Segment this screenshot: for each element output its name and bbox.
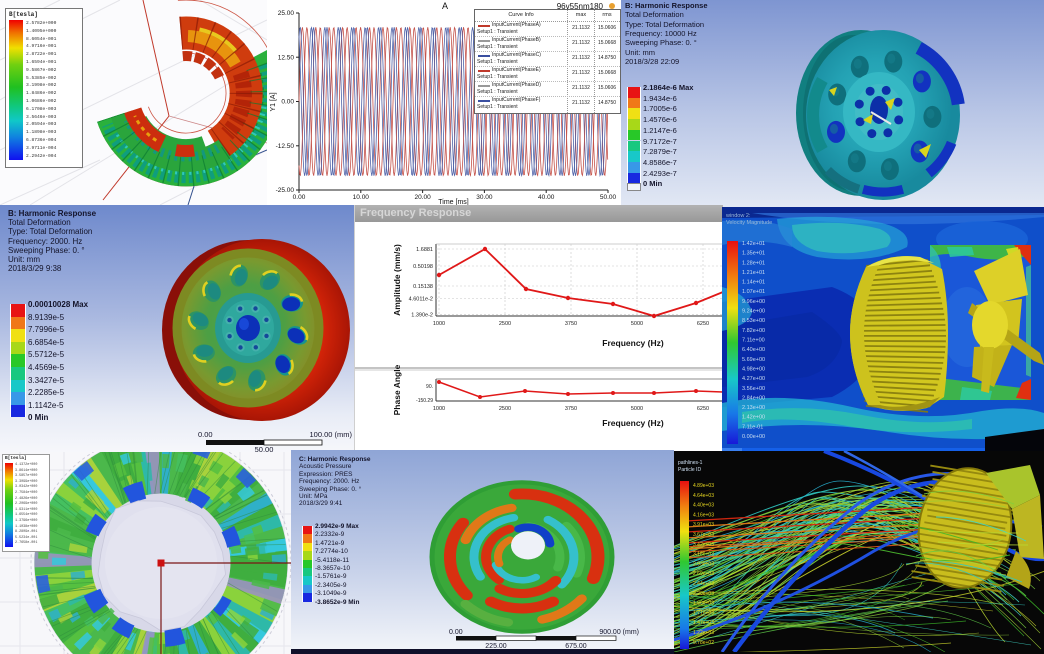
svg-text:4.16e+03: 4.16e+03 (693, 512, 714, 518)
svg-text:8.53e+00: 8.53e+00 (742, 318, 765, 324)
svg-text:2500: 2500 (499, 321, 511, 327)
svg-text:Y1 [A]: Y1 [A] (270, 92, 277, 111)
svg-text:40.00: 40.00 (538, 194, 555, 201)
svg-text:96v55nm180: 96v55nm180 (557, 2, 604, 11)
svg-text:Amplitude (mm/s): Amplitude (mm/s) (392, 244, 402, 316)
svg-text:0.00: 0.00 (198, 430, 213, 439)
svg-text:50.00: 50.00 (255, 445, 274, 452)
svg-text:50.00: 50.00 (600, 194, 617, 201)
svg-text:0.00e+00: 0.00e+00 (742, 434, 765, 440)
svg-text:Frequency (Hz): Frequency (Hz) (602, 338, 664, 348)
svg-text:2.20e+03: 2.20e+03 (693, 591, 714, 597)
svg-text:6250: 6250 (697, 406, 709, 412)
svg-text:1.22e+03: 1.22e+03 (693, 630, 714, 636)
svg-text:10.00: 10.00 (353, 194, 370, 201)
svg-text:1.35e+01: 1.35e+01 (742, 251, 765, 257)
svg-text:1000: 1000 (433, 406, 445, 412)
svg-text:1.96e+03: 1.96e+03 (693, 601, 714, 607)
svg-text:-25.00: -25.00 (276, 187, 295, 194)
svg-text:12.50: 12.50 (278, 55, 295, 62)
svg-text:-12.50: -12.50 (276, 143, 295, 150)
svg-text:9.78e+02: 9.78e+02 (693, 640, 714, 646)
svg-text:1.28e+01: 1.28e+01 (742, 260, 765, 266)
svg-text:window 2:: window 2: (725, 213, 751, 219)
svg-text:90.: 90. (426, 384, 433, 390)
svg-text:2.93e+03: 2.93e+03 (693, 561, 714, 567)
svg-text:4.40e+03: 4.40e+03 (693, 503, 714, 509)
svg-text:900.00 (mm): 900.00 (mm) (599, 629, 639, 636)
svg-text:5000: 5000 (631, 321, 643, 327)
svg-text:Phase Angle: Phase Angle (392, 364, 402, 415)
svg-text:6.40e+00: 6.40e+00 (742, 347, 765, 353)
svg-text:2.84e+00: 2.84e+00 (742, 395, 765, 401)
svg-text:3.42e+03: 3.42e+03 (693, 542, 714, 548)
svg-text:3750: 3750 (565, 321, 577, 327)
svg-text:30.00: 30.00 (476, 194, 493, 201)
svg-text:1.21e+01: 1.21e+01 (742, 270, 765, 276)
svg-text:Velocity Magnitude: Velocity Magnitude (726, 220, 772, 226)
svg-text:0.00: 0.00 (293, 194, 306, 201)
svg-text:1.71e+03: 1.71e+03 (693, 610, 714, 616)
svg-text:2.13e+00: 2.13e+00 (742, 405, 765, 411)
svg-text:2500: 2500 (499, 406, 511, 412)
svg-text:3.67e+03: 3.67e+03 (693, 532, 714, 538)
svg-text:4.64e+03: 4.64e+03 (693, 493, 714, 499)
svg-text:A: A (442, 1, 448, 11)
svg-text:9.24e+00: 9.24e+00 (742, 309, 765, 315)
svg-text:1000: 1000 (433, 321, 445, 327)
svg-text:1.14e+01: 1.14e+01 (742, 280, 765, 286)
svg-text:0.00: 0.00 (281, 99, 294, 106)
svg-text:7.82e+00: 7.82e+00 (742, 328, 765, 334)
svg-text:Time [ms]: Time [ms] (438, 199, 469, 205)
svg-text:1.390e-2: 1.390e-2 (411, 313, 433, 319)
svg-text:0.50198: 0.50198 (413, 264, 433, 270)
svg-text:1.47e+03: 1.47e+03 (693, 620, 714, 626)
svg-text:1.42e+01: 1.42e+01 (742, 241, 765, 247)
svg-text:3.91e+03: 3.91e+03 (693, 522, 714, 528)
svg-text:5000: 5000 (631, 406, 643, 412)
svg-text:4.89e+03: 4.89e+03 (693, 483, 714, 489)
svg-text:4.98e+00: 4.98e+00 (742, 366, 765, 372)
svg-text:2.44e+03: 2.44e+03 (693, 581, 714, 587)
svg-text:7.11e-01: 7.11e-01 (742, 424, 763, 430)
svg-text:Frequency (Hz): Frequency (Hz) (602, 418, 664, 428)
svg-text:1.07e+01: 1.07e+01 (742, 289, 765, 295)
svg-text:-150.29: -150.29 (416, 398, 433, 404)
svg-text:6250: 6250 (697, 321, 709, 327)
svg-text:0.00: 0.00 (449, 629, 463, 636)
svg-text:pathlines-1: pathlines-1 (678, 460, 703, 466)
svg-text:225.00: 225.00 (485, 643, 507, 650)
svg-text:675.00: 675.00 (565, 643, 587, 650)
svg-text:2.69e+03: 2.69e+03 (693, 571, 714, 577)
svg-text:4.6011e-2: 4.6011e-2 (409, 297, 433, 303)
svg-text:9.96e+00: 9.96e+00 (742, 299, 765, 305)
svg-text:25.00: 25.00 (278, 10, 295, 17)
svg-text:5.69e+00: 5.69e+00 (742, 357, 765, 363)
svg-text:100.00 (mm): 100.00 (mm) (309, 430, 352, 439)
svg-text:1.6881: 1.6881 (416, 247, 433, 253)
svg-text:3750: 3750 (565, 406, 577, 412)
svg-text:3.18e+03: 3.18e+03 (693, 552, 714, 558)
svg-text:20.00: 20.00 (414, 194, 431, 201)
svg-text:0.15138: 0.15138 (413, 284, 433, 290)
svg-text:3.56e+00: 3.56e+00 (742, 386, 765, 392)
svg-text:Particle ID: Particle ID (678, 467, 701, 473)
svg-text:7.11e+00: 7.11e+00 (742, 338, 765, 344)
svg-text:1.42e+00: 1.42e+00 (742, 415, 765, 421)
svg-text:4.27e+00: 4.27e+00 (742, 376, 765, 382)
